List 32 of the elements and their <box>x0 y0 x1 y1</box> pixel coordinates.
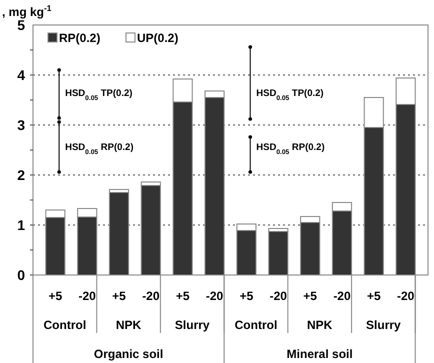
x-tick-label: +5 <box>240 289 254 303</box>
x-tick-label: +5 <box>303 289 318 303</box>
legend-label: UP(0.2) <box>137 31 178 45</box>
annotation: HSD$_{0.05}$ RP(0.2) <box>65 142 134 156</box>
x-tick-label: -20 <box>333 289 351 303</box>
text: Slurry <box>366 318 402 332</box>
text: NPK <box>307 318 333 332</box>
text: Control <box>234 318 278 332</box>
text: Control <box>44 318 86 332</box>
x-tick-label: -20 <box>270 289 288 303</box>
x-tick-label: -20 <box>78 289 96 303</box>
y-tick-label: 4 <box>17 66 26 83</box>
x-tick-label: -20 <box>142 289 160 303</box>
y-tick-label: 3 <box>17 116 26 133</box>
x-tick-label: +5 <box>367 289 382 303</box>
y-axis-title: , mg kg$^{-1}$ <box>2 3 52 19</box>
y-tick-label: 0 <box>17 266 26 283</box>
y-tick-label: 1 <box>17 216 26 233</box>
annotation: HSD$_{0.05}$ RP(0.2) <box>256 142 325 156</box>
x-tick-label: +5 <box>112 289 126 303</box>
annotation: HSD$_{0.05}$ TP(0.2) <box>256 88 324 102</box>
x-tick-label: -20 <box>397 289 415 303</box>
y-tick-label: 2 <box>17 166 26 183</box>
text: Slurry <box>174 318 210 332</box>
annotation: HSD$_{0.05}$ TP(0.2) <box>65 88 132 102</box>
x-tick-label: +5 <box>48 289 62 303</box>
legend-label: RP(0.2) <box>59 31 100 45</box>
text: NPK <box>116 318 142 332</box>
x-tick-label: +5 <box>176 289 190 303</box>
text: Organic soil <box>94 347 164 361</box>
text: Mineral soil <box>286 347 353 361</box>
x-tick-label: -20 <box>206 289 224 303</box>
